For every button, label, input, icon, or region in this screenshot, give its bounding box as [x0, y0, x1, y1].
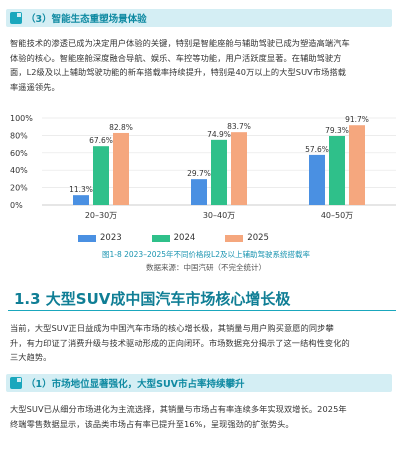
chart-source: 数据来源：中国汽研（不完全统计）: [146, 263, 266, 272]
y-tick-label: 100%: [10, 114, 33, 123]
y-tick-label: 40%: [10, 166, 28, 175]
legend-swatch: [151, 234, 170, 242]
legend-item-2023: 2023: [78, 233, 122, 243]
legend-item-2024: 2024: [151, 233, 196, 243]
legend-item-2025: 2025: [225, 233, 269, 243]
paragraph-line: 率遥遥领先。: [10, 81, 60, 92]
subsection-title-2: （1）市场地位显著强化，大型SUV市占率持续攀升: [26, 379, 245, 390]
x-tick-label: 40–50万: [321, 211, 353, 220]
bar-data-label: 83.7%: [227, 122, 251, 131]
bar-data-label: 67.6%: [89, 136, 113, 145]
paragraph-line: 当前，大型SUV正日益成为中国汽车市场的核心增长极，其销量与用户购买意愿的同步攀: [10, 323, 334, 333]
paragraph-line: 三大趋势。: [10, 352, 52, 362]
x-tick-label: 20–30万: [85, 211, 117, 220]
subsection-header: （3）智能生态重塑场景体验: [6, 9, 392, 27]
y-tick-label: 80%: [10, 131, 28, 140]
x-axis-ticks: 20–30万 30–40万 40–50万: [85, 211, 353, 220]
paragraph-line: 大型SUV已从细分市场进化为主流选择，其销量与市场占有率连续多年实现双增长。20…: [10, 404, 347, 414]
y-tick-label: 60%: [10, 149, 28, 158]
bar-data-label: 29.7%: [187, 169, 211, 178]
document-icon: [10, 377, 22, 389]
paragraph-line: 智能技术的渗透已成为决定用户体验的关键，特别是智能座舱与辅助驾驶已成为塑造高端汽…: [10, 38, 350, 48]
section-paragraph: 当前，大型SUV正日益成为中国汽车市场的核心增长极，其销量与用户购买意愿的同步攀…: [10, 321, 394, 365]
document-icon: [10, 12, 22, 24]
bar-data-label: 91.7%: [345, 115, 369, 124]
legend-label: 2025: [247, 233, 269, 243]
bar-2025-0: [113, 132, 129, 205]
bar-data-label: 74.9%: [207, 130, 231, 139]
bar-data-label: 57.6%: [305, 145, 329, 154]
bar-chart: 100% 80% 60% 40% 20% 0% 11.3% 67.6% 82.8% 29.7% 7…: [10, 114, 396, 220]
chart-bars: 11.3% 67.6% 82.8% 29.7% 74.9%83.7% 57.6% 79.3%…: [69, 115, 369, 205]
bar-2024-0: [93, 146, 109, 205]
paragraph-line: 面，L2级及以上辅助驾驶功能的新车搭载率持续提升，特别是40万以上的大型SUV市…: [10, 67, 347, 77]
bar-2023-1: [191, 179, 207, 205]
section-title: 1.3 大型SUV成中国汽车市场核心增长极: [14, 290, 291, 308]
legend-swatch: [78, 234, 96, 242]
bar-2023-0: [73, 195, 89, 205]
bar-2024-1: [211, 139, 227, 205]
y-axis-ticks: 100% 80% 60% 40% 20% 0%: [10, 114, 33, 210]
subsection-title: （3）智能生态重塑场景体验: [26, 14, 147, 25]
bar-2023-2: [309, 154, 325, 205]
legend-label: 2024: [173, 233, 196, 243]
x-tick-label: 30–40万: [203, 211, 235, 220]
paragraph-line: 体验的核心。智能座舱深度融合导航、娱乐、车控等功能，用户活跃度显著。在辅助驾驶方: [10, 52, 342, 63]
market-paragraph: 大型SUV已从细分市场进化为主流选择，其销量与市场占有率连续多年实现双增长。20…: [10, 402, 394, 431]
y-tick-label: 0%: [10, 201, 23, 210]
bar-2025-2: [349, 125, 365, 205]
paragraph-line: 终端零售数据显示，该品类市场占有率已提升至16%，呈现强劲的扩张势头。: [10, 418, 294, 429]
legend-label: 2023: [100, 233, 122, 243]
bar-data-label: 79.3%: [325, 126, 349, 135]
intro-paragraph: 智能技术的渗透已成为决定用户体验的关键，特别是智能座舱与辅助驾驶已成为塑造高端汽…: [10, 36, 394, 94]
section-divider: [8, 310, 396, 311]
bar-data-label: 82.8%: [109, 123, 133, 132]
bar-2025-1: [231, 132, 247, 205]
legend-swatch: [225, 234, 244, 242]
paragraph-line: 升，有力印证了消费升级与技术驱动形成的正向闭环。市场数据充分揭示了这一结构性变化…: [10, 337, 350, 348]
chart-caption: 图1-8 2023–2025年不同价格段L2及以上辅助驾驶系统搭载率: [101, 250, 310, 259]
bar-2024-2: [329, 136, 345, 205]
chart-legend: 2023 2024 2025: [78, 233, 269, 243]
subsection-header-2: （1）市场地位显著强化，大型SUV市占率持续攀升: [6, 374, 392, 392]
y-tick-label: 20%: [10, 184, 28, 193]
bar-data-label: 11.3%: [69, 185, 93, 194]
